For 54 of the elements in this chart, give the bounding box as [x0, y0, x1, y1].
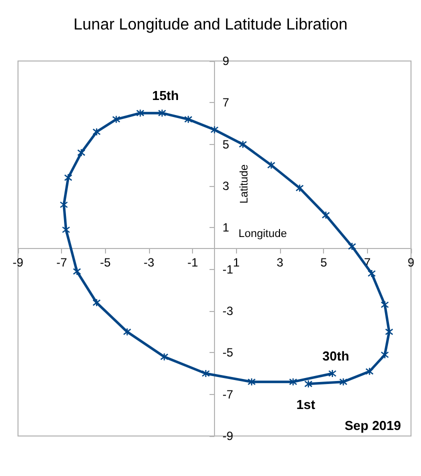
point: [304, 380, 312, 388]
y-tick-label: -7: [222, 387, 234, 402]
point: [385, 328, 394, 336]
annotation: 15th: [152, 88, 179, 104]
point: [72, 267, 82, 276]
x-tick-label: -3: [144, 256, 155, 270]
y-tick-label: -5: [222, 346, 234, 360]
point: [348, 242, 356, 251]
point: [365, 367, 374, 376]
point: [92, 128, 101, 136]
x-tick-label: -5: [100, 256, 111, 270]
point: [184, 115, 192, 124]
point: [158, 108, 166, 118]
x-tick-label: 9: [408, 256, 415, 270]
x-tick-label: -9: [12, 256, 24, 270]
point: [210, 126, 219, 134]
y-tick-label: 5: [222, 137, 230, 152]
point: [339, 378, 348, 386]
point: [160, 352, 168, 361]
point: [92, 298, 101, 307]
y-tick-label: 3: [222, 179, 230, 193]
y-tick-label: -3: [222, 304, 234, 318]
point: [123, 328, 132, 336]
x-tick-label: 3: [276, 256, 284, 270]
x-tick-label: -7: [56, 256, 68, 270]
point: [112, 115, 120, 124]
point: [380, 350, 389, 359]
y-axis-title: Latitude: [238, 164, 250, 204]
x-tick-label: 5: [320, 256, 328, 270]
y-tick-label: 1: [222, 220, 230, 235]
chart-title: Lunar Longitude and Latitude Libration: [74, 16, 348, 34]
point: [380, 300, 389, 309]
point: [238, 140, 247, 148]
y-tick-label: 9: [222, 54, 230, 68]
point: [322, 211, 330, 220]
y-tick-label: 7: [222, 96, 230, 110]
point: [62, 226, 70, 234]
point: [77, 148, 86, 157]
x-tick-label: -1: [187, 256, 198, 270]
y-tick-label: -9: [222, 429, 234, 443]
annotation: Sep 2019: [344, 418, 401, 433]
point: [202, 369, 210, 378]
annotation: 30th: [322, 348, 350, 364]
point: [64, 174, 72, 182]
x-axis-title: Longitude: [238, 228, 287, 240]
point: [60, 200, 68, 209]
point: [248, 378, 256, 386]
point: [368, 269, 376, 278]
point: [328, 369, 336, 378]
point: [296, 184, 304, 192]
point: [136, 108, 144, 118]
annotation: 1st: [296, 396, 316, 412]
point: [267, 161, 276, 170]
point: [289, 378, 298, 386]
